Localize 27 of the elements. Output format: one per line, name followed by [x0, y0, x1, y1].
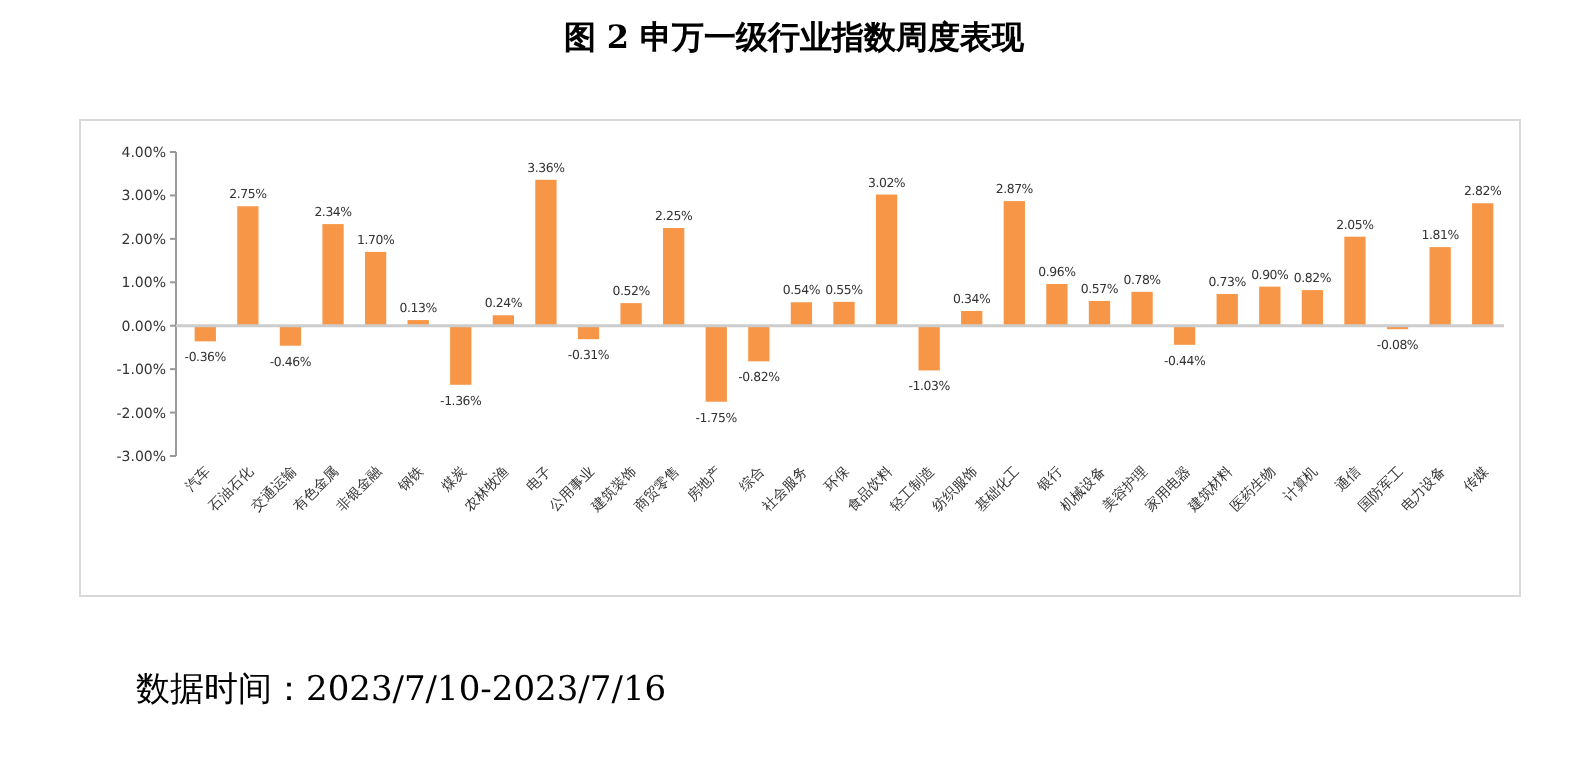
bar [1003, 201, 1025, 326]
bar [279, 325, 302, 346]
bar [1301, 290, 1324, 326]
bar [748, 325, 770, 362]
bar [1472, 203, 1494, 326]
text: 数据时间：2023/7/10-2023/7/16 [136, 670, 667, 710]
bar [1088, 300, 1111, 326]
bar [322, 224, 344, 326]
bar [237, 206, 259, 326]
bar [918, 325, 940, 371]
bar [875, 194, 898, 326]
bar [450, 325, 472, 385]
bar [364, 251, 387, 326]
bar [1131, 291, 1153, 326]
bar [1046, 284, 1068, 326]
bar [1174, 325, 1196, 345]
chart-title: 图 2 申万一级行业指数周度表现 [563, 18, 1027, 56]
bar [535, 179, 557, 326]
bar [1429, 247, 1451, 326]
bar [1216, 294, 1238, 326]
bar [833, 301, 855, 326]
bar [663, 228, 685, 326]
bar [790, 302, 813, 326]
bar [1259, 286, 1281, 326]
bar [705, 325, 727, 402]
bar [620, 303, 642, 326]
bar [1344, 236, 1366, 326]
